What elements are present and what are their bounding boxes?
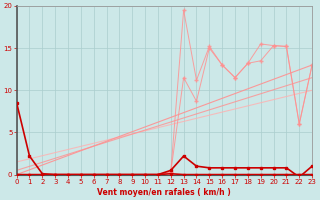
X-axis label: Vent moyen/en rafales ( km/h ): Vent moyen/en rafales ( km/h ): [98, 188, 231, 197]
